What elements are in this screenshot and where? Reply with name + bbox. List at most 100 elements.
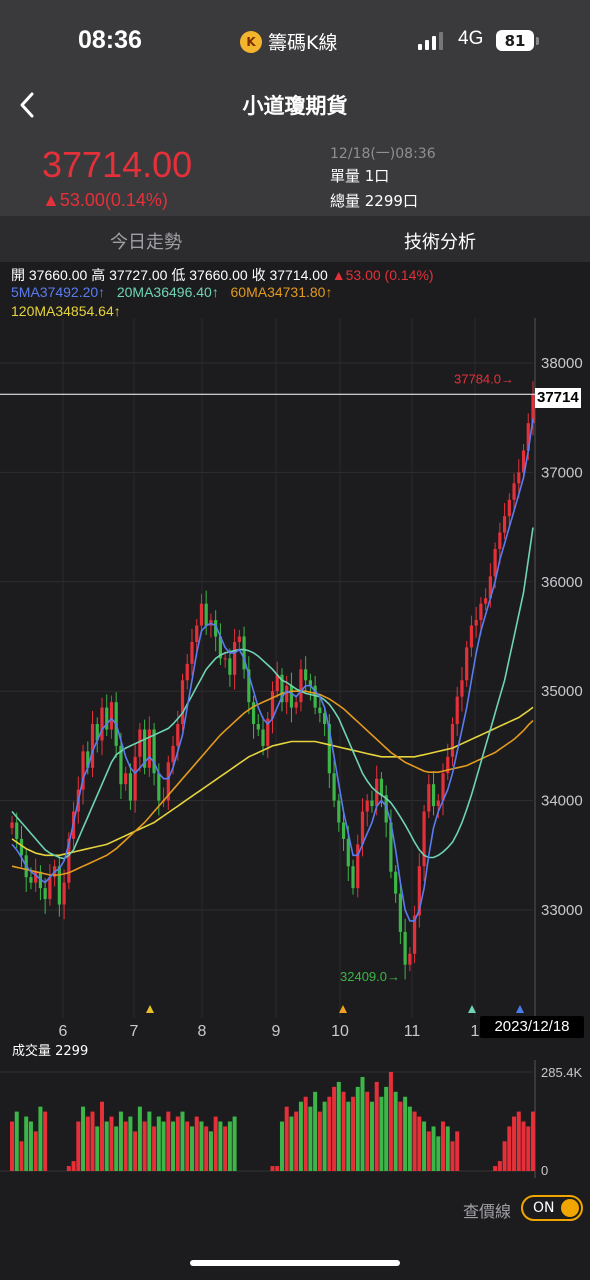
candle-body — [109, 702, 114, 730]
candle-body — [228, 658, 232, 675]
volume-bar — [322, 1101, 327, 1171]
ma5-label: 5MA37492.20↑ — [11, 284, 106, 300]
volume-bar — [332, 1086, 337, 1171]
candle-body — [128, 773, 133, 801]
tab-technical[interactable]: 技術分析 — [404, 232, 476, 253]
candle-body — [360, 811, 365, 845]
candle-body — [280, 674, 284, 703]
volume-bar — [99, 1101, 104, 1171]
volume-bar — [445, 1126, 450, 1171]
candle-body — [436, 800, 440, 807]
tab-intraday[interactable]: 今日走勢 — [110, 232, 182, 253]
volume-bar — [284, 1106, 289, 1171]
ma20-line — [11, 527, 534, 860]
candle-body — [412, 915, 417, 954]
volume-bar — [336, 1081, 341, 1171]
volume-bar — [521, 1121, 526, 1171]
volume-bar — [412, 1111, 417, 1171]
event-marker-icon — [468, 1005, 476, 1013]
candle-body — [233, 641, 237, 675]
volume-bar — [351, 1096, 356, 1171]
volume-bar — [431, 1126, 436, 1171]
y-tick-label: 38000 — [541, 355, 583, 372]
candle-body — [465, 647, 469, 681]
candle-body — [431, 784, 436, 807]
candle-body — [417, 866, 421, 916]
candle-body — [138, 729, 142, 757]
candle-body — [195, 625, 199, 642]
candle-body — [341, 822, 346, 839]
candle-body — [327, 724, 331, 774]
candle-body — [323, 713, 327, 725]
x-tick-label: 11 — [404, 1023, 421, 1038]
volume-bar — [294, 1111, 299, 1171]
candle-body — [422, 811, 426, 867]
battery-icon: 81 — [496, 30, 534, 51]
ma60-line — [11, 690, 534, 876]
candle-body — [517, 472, 521, 484]
x-tick-label: 9 — [272, 1023, 281, 1038]
candle-body — [171, 745, 175, 763]
candle-body — [521, 450, 526, 473]
volume-bar — [218, 1121, 223, 1171]
volume-bar — [441, 1121, 446, 1171]
x-tick-label: 8 — [198, 1023, 207, 1038]
volume-bar — [275, 1166, 280, 1171]
candle-body — [266, 718, 270, 746]
total-volume: 總量 2299口 — [330, 192, 418, 210]
candle-body — [247, 669, 251, 703]
volume-bar — [175, 1116, 180, 1171]
volume-chart[interactable]: 285.4K 0 — [0, 1060, 590, 1185]
candle-body — [469, 625, 474, 648]
candle-body — [10, 822, 14, 828]
volume-bar — [298, 1101, 303, 1171]
candle-body — [474, 620, 478, 626]
volume-bar — [436, 1136, 441, 1171]
volume-bar — [14, 1111, 19, 1171]
ma-legend-row1: 5MA37492.20↑ 20MA36496.40↑ 60MA34731.80↑ — [11, 284, 332, 300]
candle-body — [19, 838, 24, 856]
back-icon[interactable] — [14, 90, 44, 120]
status-bar — [0, 0, 590, 80]
volume-max-label: 285.4K — [541, 1065, 583, 1080]
volume-bar — [38, 1106, 43, 1171]
volume-bar — [398, 1101, 403, 1171]
crosshair-toggle[interactable]: ON — [521, 1195, 583, 1221]
last-price: 37714.00 — [42, 144, 193, 185]
network-type: 4G — [458, 28, 484, 49]
event-marker-icon — [339, 1005, 347, 1013]
ma120-label: 120MA34854.64↑ — [11, 303, 121, 319]
candle-body — [446, 756, 450, 774]
ma20-label: 20MA36496.40↑ — [116, 284, 219, 300]
candle-body — [157, 773, 161, 801]
candle-body — [100, 707, 104, 741]
candle-body — [304, 669, 308, 681]
ohlc-close: 收 37714.00 — [251, 267, 328, 283]
volume-bar — [507, 1126, 512, 1171]
status-time: 08:36 — [78, 26, 142, 54]
high-marker: 37784.0→ — [454, 372, 514, 387]
candle-body — [176, 724, 180, 746]
quote-datetime: 12/18(一)08:36 — [330, 146, 436, 162]
volume-bar — [185, 1121, 190, 1171]
candle-body — [356, 844, 360, 889]
candle-body — [166, 762, 170, 801]
candle-body — [379, 778, 384, 796]
home-indicator[interactable] — [190, 1260, 400, 1266]
volume-bar — [313, 1091, 318, 1171]
volume-bar — [33, 1131, 38, 1171]
candle-body — [86, 751, 90, 768]
volume-bar — [355, 1086, 360, 1171]
volume-bar — [142, 1121, 147, 1171]
candle-body — [147, 729, 151, 768]
volume-bar — [516, 1111, 521, 1171]
nav-bar — [0, 80, 590, 130]
candle-body — [403, 931, 407, 965]
candle-body — [308, 680, 312, 686]
volume-bar — [194, 1116, 199, 1171]
candle-body — [185, 663, 189, 681]
quote-panel — [0, 130, 590, 216]
volume-bar — [90, 1111, 95, 1171]
volume-bar — [512, 1116, 517, 1171]
